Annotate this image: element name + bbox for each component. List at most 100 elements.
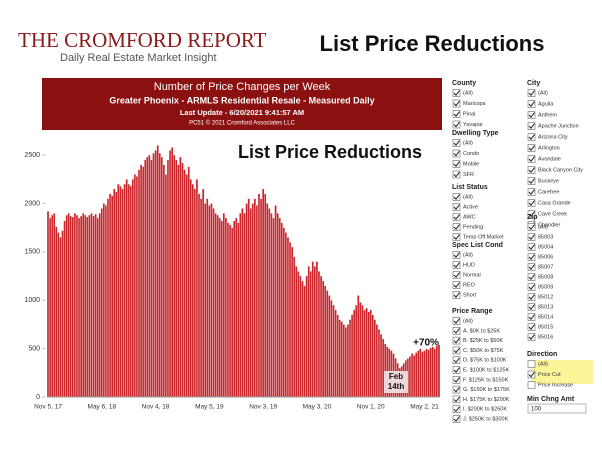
check (528, 284, 535, 290)
filter-item: Buckeye (538, 178, 559, 184)
check (453, 386, 460, 393)
bar (166, 159, 170, 398)
bar (332, 304, 335, 398)
check (528, 254, 535, 260)
check (453, 194, 460, 200)
checkbox (527, 313, 536, 321)
check (453, 214, 460, 220)
bar (48, 217, 52, 398)
bar (363, 309, 366, 398)
bar (431, 346, 434, 398)
checkbox (527, 283, 536, 291)
bar (73, 212, 77, 398)
bar (98, 212, 101, 398)
bar (46, 210, 50, 398)
checkbox (452, 261, 461, 269)
bar (251, 203, 255, 398)
bar (59, 237, 62, 398)
bar (228, 224, 232, 398)
filter-title: List Status (452, 184, 488, 191)
check (528, 314, 535, 320)
update: Last Update - 6/20/2021 9:41:57 AM (180, 108, 304, 117)
checkbox (452, 366, 461, 374)
check (453, 234, 460, 240)
filter-item: 85012 (538, 294, 553, 300)
bar (412, 355, 416, 398)
check (453, 262, 460, 268)
check (528, 324, 535, 330)
x-tick-label: Nov 1, 20 (357, 404, 385, 411)
checkbox (452, 120, 461, 129)
bar (348, 319, 352, 398)
bar (121, 188, 124, 398)
filter-item: Avondale (538, 156, 561, 162)
filter-item: Pinal (463, 111, 475, 117)
x-tick-label: May 5, 19 (195, 404, 224, 411)
bar (344, 327, 348, 398)
check (528, 264, 535, 270)
checkbox (527, 166, 536, 174)
bar (206, 198, 209, 398)
checkbox (527, 293, 536, 301)
check (453, 377, 460, 383)
checkbox (452, 395, 461, 404)
filter-item: SFR (463, 172, 474, 178)
bar (365, 307, 368, 398)
checkbox (527, 188, 536, 196)
filter-item: (All) (463, 318, 473, 324)
change-label: +70% (413, 338, 439, 349)
filter-item: E. $100K to $125K (463, 367, 510, 373)
filter-item: (All) (463, 140, 473, 146)
check (528, 178, 535, 184)
check (453, 252, 460, 258)
bar (323, 285, 327, 398)
bar (181, 162, 184, 398)
filter-title: Direction (527, 351, 557, 358)
bar (164, 174, 168, 398)
check (453, 272, 460, 278)
bar (156, 145, 159, 398)
filter-title: Zip (527, 214, 538, 221)
filter-item: 85008 (538, 274, 553, 280)
x-tick-label: Nov 5, 17 (34, 404, 62, 411)
bar (160, 156, 164, 398)
bar (90, 212, 93, 398)
bar (307, 266, 310, 398)
filter-item: G. $150K to $175K (463, 387, 510, 393)
bar (81, 212, 85, 398)
filter-item: 85003 (538, 234, 553, 240)
bar (150, 159, 153, 398)
check (528, 167, 535, 173)
bar (247, 198, 250, 398)
bar (336, 314, 339, 398)
checkbox (527, 303, 536, 311)
checkbox (527, 253, 536, 261)
filter-item: Apache Junction (538, 123, 579, 129)
checkbox (452, 110, 461, 118)
bar (110, 195, 114, 398)
bar (86, 216, 89, 398)
checkbox (527, 100, 536, 108)
bar (154, 150, 157, 398)
checkbox (527, 360, 536, 368)
bar (179, 156, 182, 398)
check (453, 367, 460, 373)
check (453, 396, 460, 403)
bar (417, 350, 420, 398)
bar (377, 329, 381, 398)
checkbox (452, 326, 461, 335)
filter-item: H. $175K to $200K (463, 397, 510, 403)
bar (71, 216, 75, 398)
bar (282, 227, 286, 398)
bar (222, 212, 226, 398)
check (453, 121, 460, 128)
slide-title: List Price Reductions (320, 31, 545, 56)
checkbox (527, 177, 536, 185)
min-change-title: Min Chng Amt (527, 396, 575, 403)
filter-item: Temp Off Market (463, 234, 504, 240)
filter-item: AWC (463, 214, 476, 220)
bar (342, 324, 346, 398)
checkbox (527, 89, 536, 97)
bar (330, 300, 333, 398)
filter-item: Pending (463, 224, 483, 230)
